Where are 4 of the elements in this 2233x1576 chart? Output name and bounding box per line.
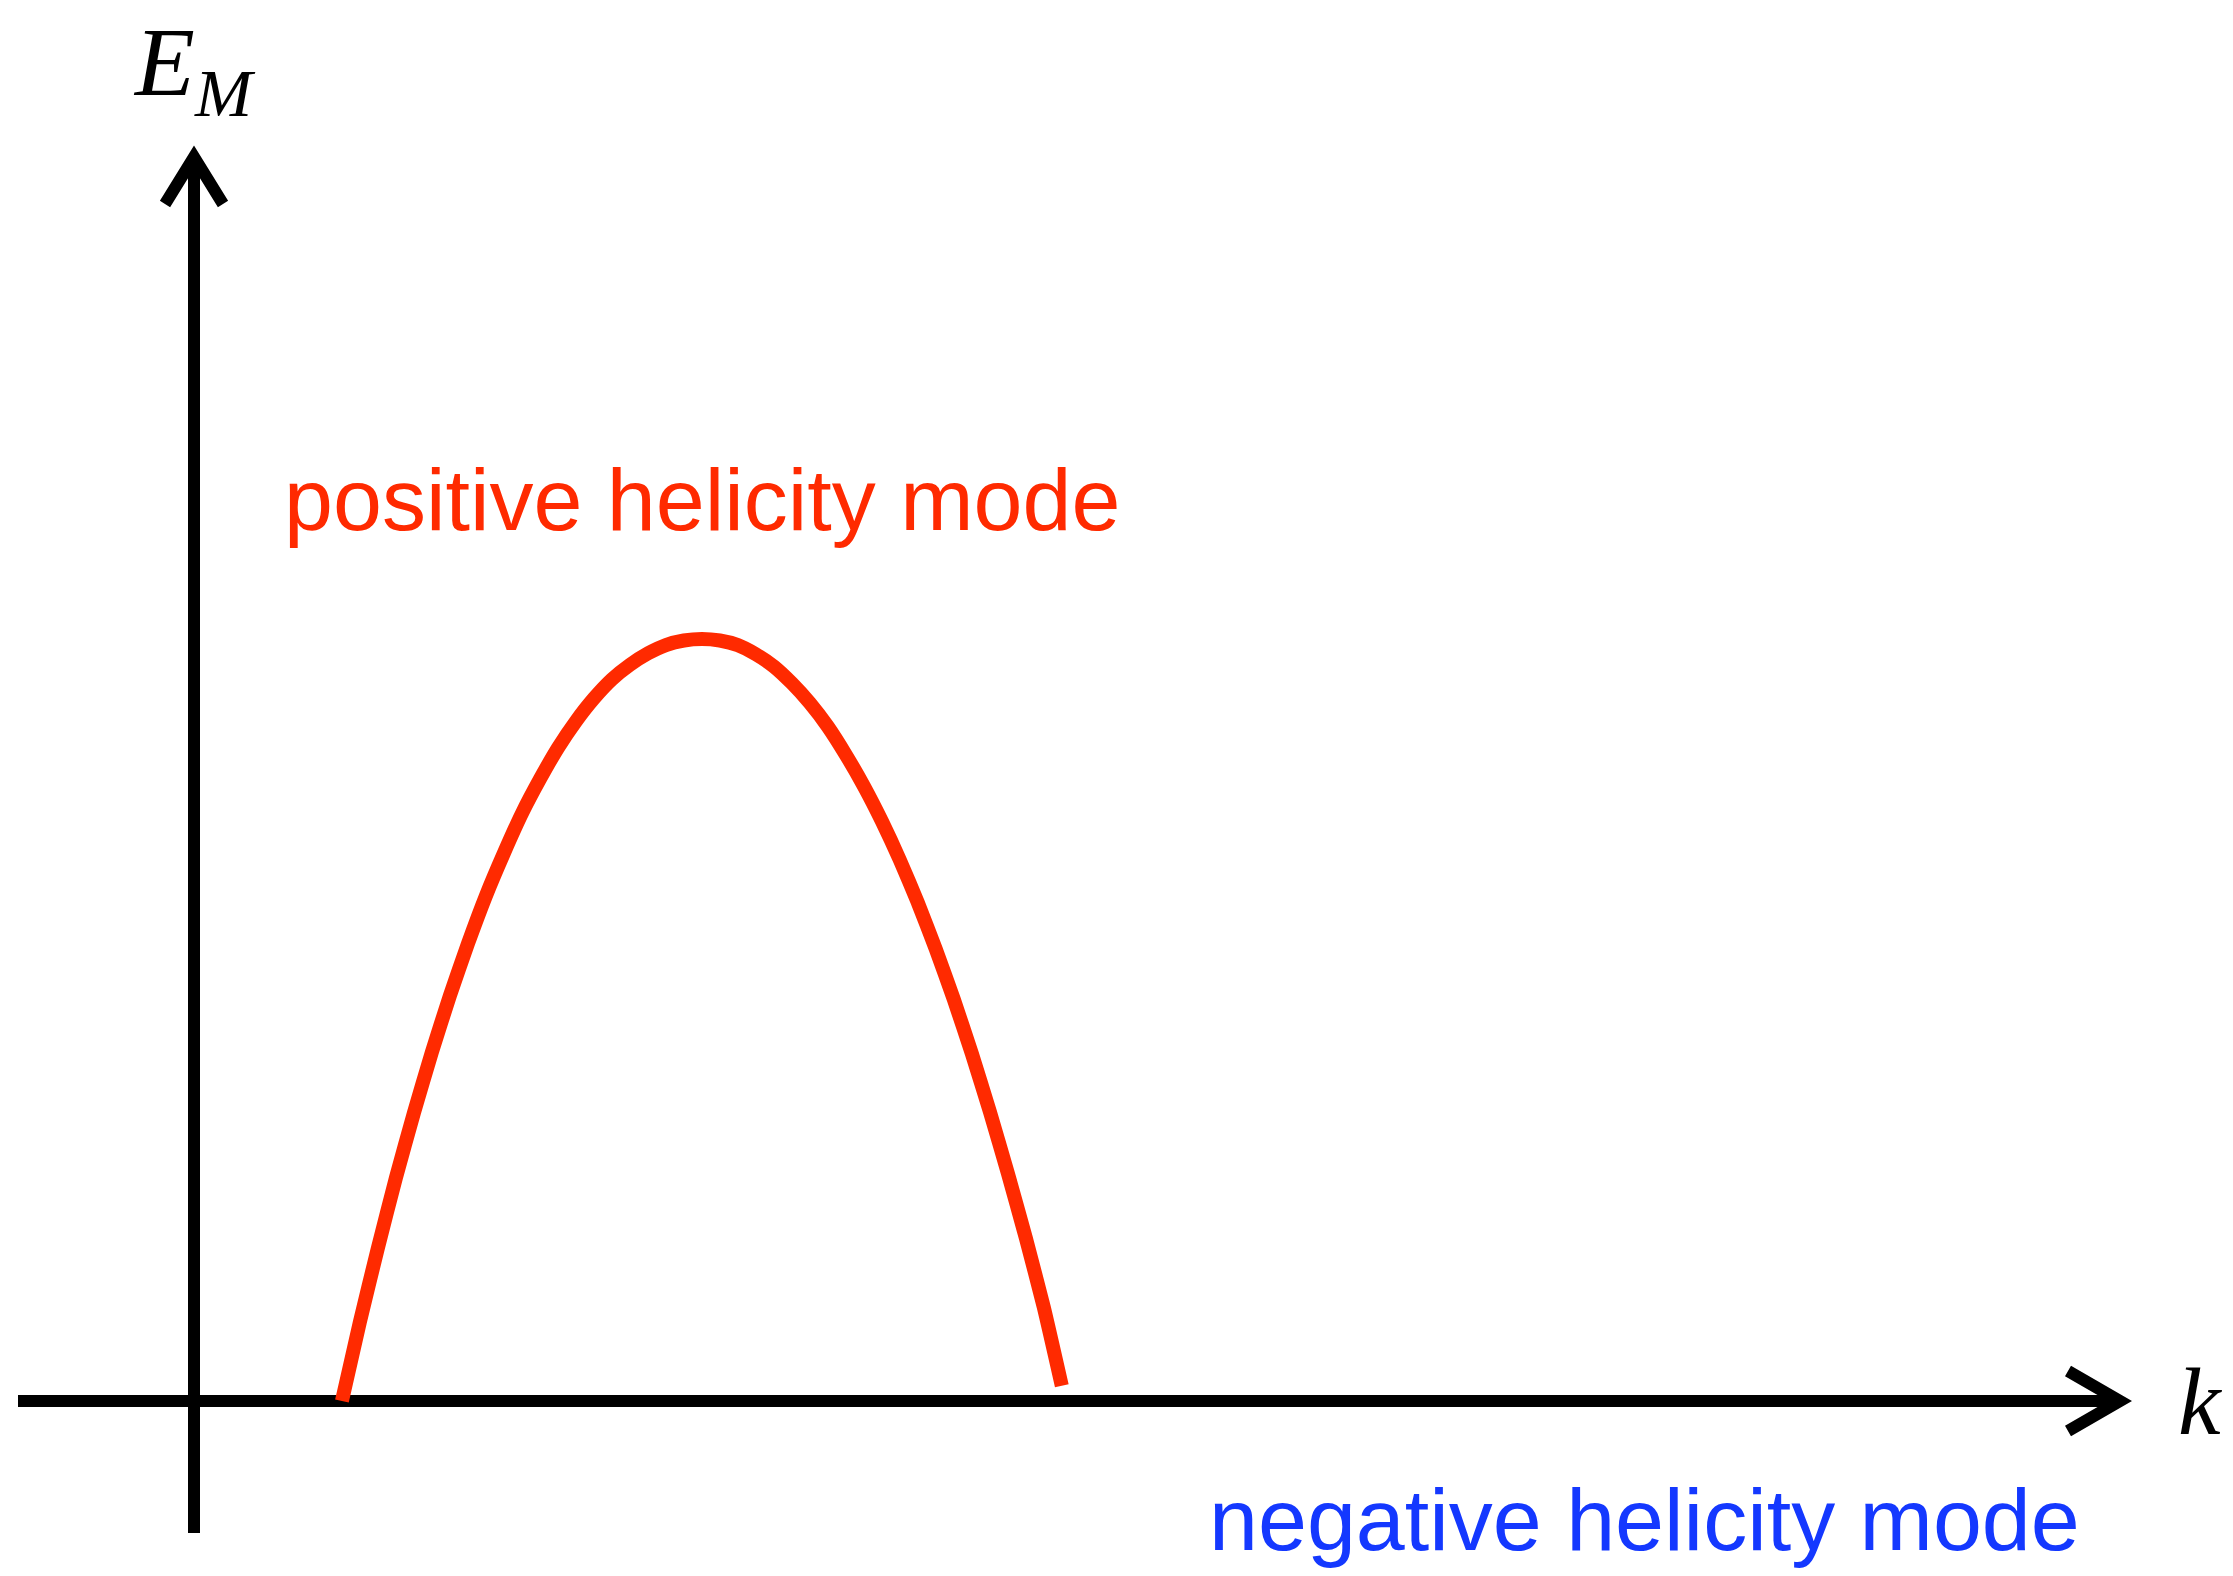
x-axis-title: k [2178, 1348, 2223, 1455]
series-label: positive helicity mode [284, 450, 1121, 549]
text: negative helicity mode [1209, 1470, 2080, 1569]
text: E$_{M}$ [133, 8, 256, 131]
